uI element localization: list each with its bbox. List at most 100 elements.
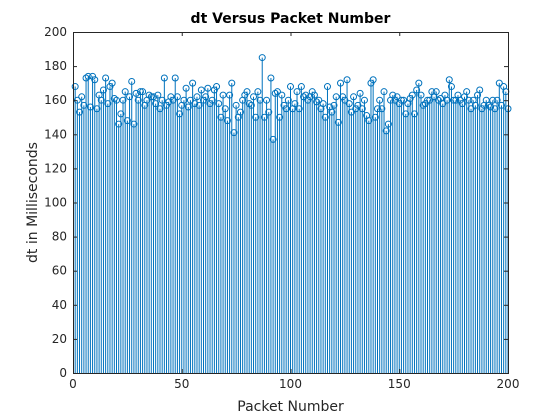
stem-marker — [443, 96, 451, 104]
stem-marker — [378, 105, 386, 113]
stem-marker — [391, 96, 399, 104]
stem-marker — [374, 105, 381, 113]
stem-marker — [252, 113, 260, 121]
stem-marker — [230, 129, 238, 137]
stem-marker — [76, 108, 84, 116]
stem-marker — [139, 88, 147, 96]
stem-marker — [369, 76, 377, 84]
stem-marker — [410, 110, 418, 118]
stem-marker — [491, 105, 499, 113]
x-tick-label: 0 — [69, 377, 77, 391]
stem-marker — [376, 96, 384, 104]
stem-marker — [358, 105, 366, 113]
stem-marker — [202, 93, 210, 101]
stem-marker — [273, 88, 281, 96]
y-tick-label: 160 — [44, 93, 67, 107]
y-tick-label: 120 — [44, 161, 67, 175]
stem-marker — [160, 74, 168, 82]
stem-marker — [280, 101, 288, 109]
stem-marker — [147, 93, 155, 101]
stem-marker — [241, 91, 249, 99]
stem-marker — [478, 105, 486, 113]
stem-marker — [393, 93, 401, 101]
y-axis-label: dt in Milliseconds — [25, 142, 41, 263]
stem-marker — [323, 83, 331, 91]
stem-marker — [493, 96, 501, 104]
stem-marker — [149, 93, 157, 101]
stem-marker — [330, 101, 338, 109]
stem-marker — [328, 108, 336, 116]
stem-marker — [278, 91, 286, 99]
stem-marker — [271, 89, 279, 97]
stem-marker — [115, 120, 123, 128]
stem-marker — [145, 91, 153, 99]
stem-marker — [347, 108, 355, 116]
stem-marker — [260, 113, 268, 121]
stem-marker — [195, 101, 203, 109]
stem-marker — [208, 96, 216, 104]
stem-marker — [215, 100, 223, 108]
stem-marker — [256, 96, 264, 104]
stem-marker — [186, 96, 194, 104]
y-tick-label: 60 — [52, 264, 67, 278]
stem-marker — [397, 96, 405, 104]
stem-marker — [182, 84, 190, 92]
stem-marker — [365, 117, 373, 125]
stem-marker — [204, 84, 212, 92]
stem-marker — [352, 105, 360, 113]
stem-marker — [284, 96, 292, 104]
stem-marker — [102, 74, 110, 82]
y-tick-label: 20 — [52, 332, 67, 346]
stem-marker — [447, 83, 455, 91]
stem-marker — [293, 88, 301, 96]
stem-marker — [78, 93, 86, 101]
stem-marker — [219, 91, 227, 99]
stem-marker — [86, 103, 94, 111]
stem-marker — [465, 96, 473, 104]
stem-marker — [287, 83, 294, 91]
stem-marker — [417, 91, 425, 99]
stem-marker — [232, 101, 240, 109]
stem-marker — [310, 91, 318, 99]
stem-marker — [223, 117, 231, 125]
stem-marker — [426, 96, 434, 104]
marker-series — [71, 54, 512, 143]
stem-marker — [123, 117, 131, 125]
stem-marker — [89, 72, 97, 80]
stem-marker — [489, 96, 497, 104]
stem-marker — [163, 101, 171, 109]
stem-marker — [345, 100, 353, 108]
stem-marker — [167, 93, 175, 101]
stem-marker — [400, 96, 408, 104]
y-axis-ticks: 0 20 40 60 80 100 120 140 160 180 200 — [44, 25, 508, 380]
stem-marker — [332, 93, 340, 101]
x-tick-label: 200 — [497, 377, 520, 391]
stem-marker — [308, 88, 316, 96]
stem-marker — [236, 108, 244, 116]
stem-marker — [295, 105, 303, 113]
y-tick-label: 200 — [44, 25, 67, 39]
stem-marker — [247, 101, 255, 109]
stem-marker — [206, 100, 214, 108]
stem-marker — [458, 100, 466, 108]
stem-marker — [154, 91, 162, 99]
stem-marker — [476, 86, 484, 94]
x-tick-label: 100 — [279, 377, 302, 391]
stem-marker — [171, 74, 179, 82]
stem-marker — [371, 113, 379, 121]
x-axis-ticks: 0 50 100 150 200 — [69, 32, 519, 391]
stem-marker — [84, 72, 92, 80]
stem-marker — [213, 83, 221, 91]
stem-marker — [402, 110, 410, 118]
stem-marker — [384, 120, 392, 128]
stem-marker — [82, 74, 90, 82]
stem-marker — [221, 105, 229, 113]
stem-marker — [210, 86, 218, 94]
stem-marker — [395, 100, 403, 108]
stem-marker — [463, 88, 471, 96]
stem-marker — [169, 96, 177, 104]
stem-marker — [134, 96, 142, 104]
stem-marker — [467, 105, 475, 113]
stem-marker — [406, 94, 414, 102]
stem-marker — [245, 100, 253, 108]
